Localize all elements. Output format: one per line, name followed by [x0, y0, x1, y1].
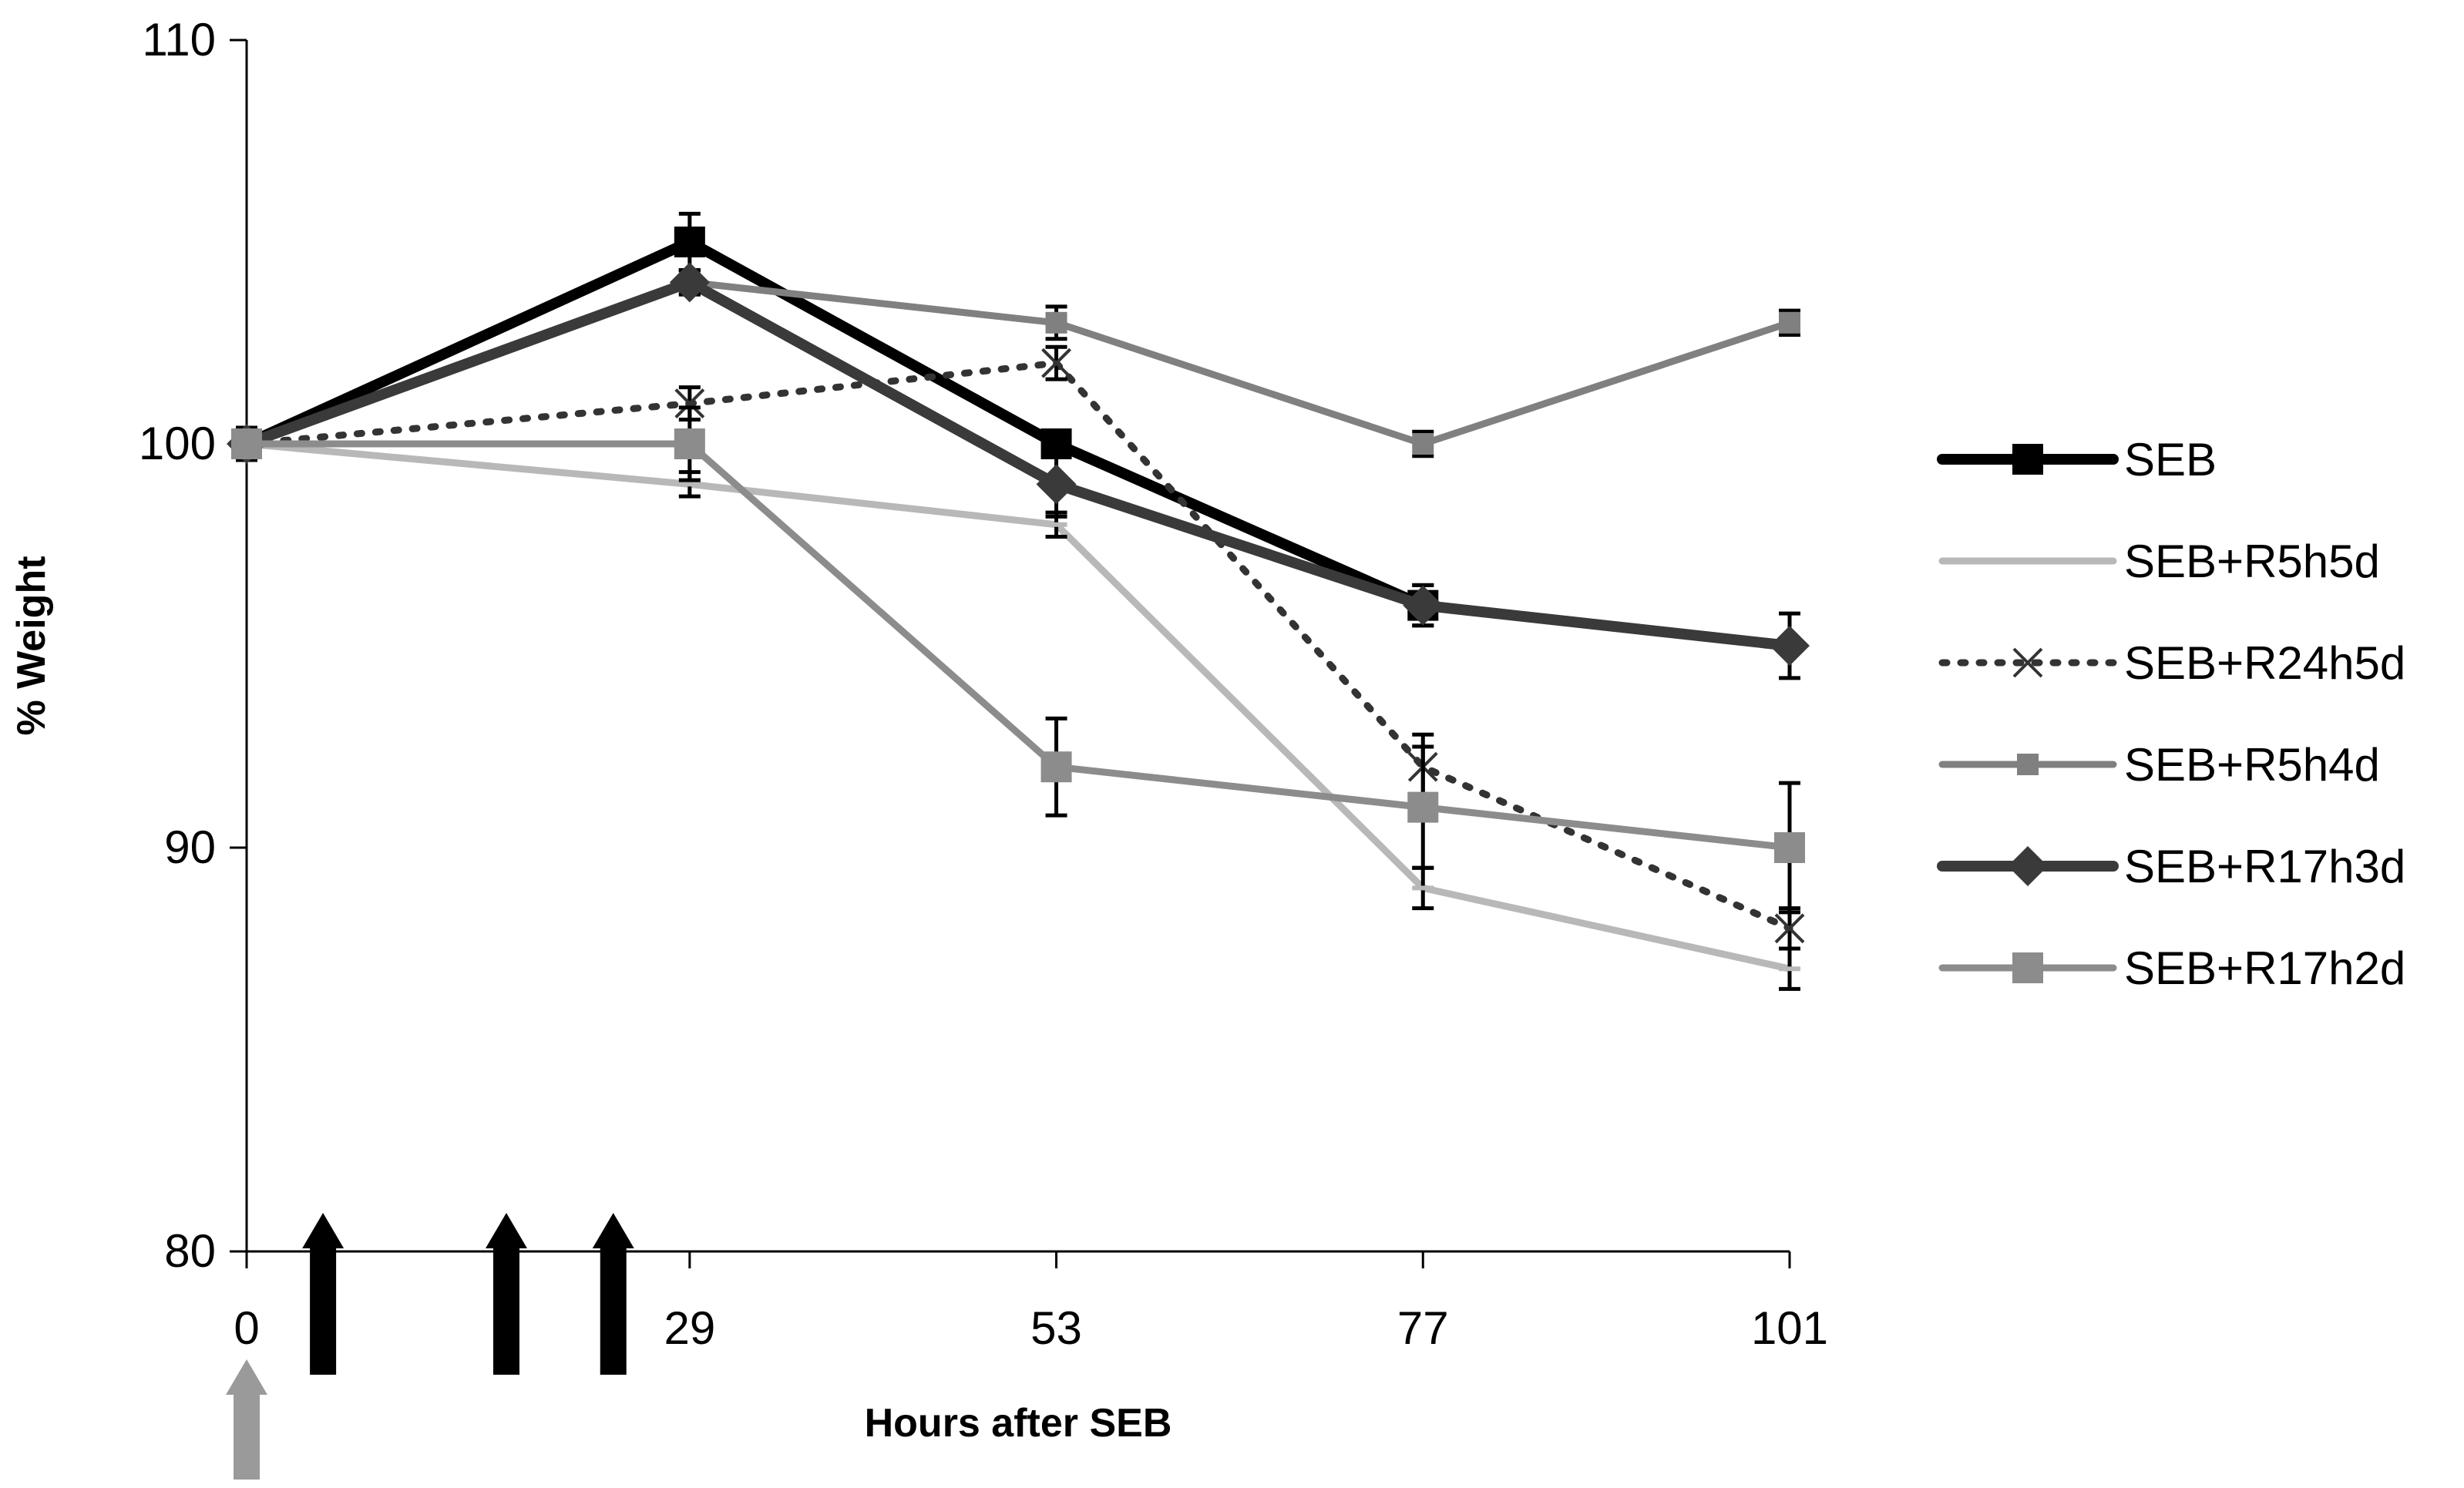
y-ticks: 80 90 100 110	[139, 14, 247, 1277]
y-tick-label: 80	[164, 1225, 216, 1277]
series-layer	[227, 211, 1810, 991]
marker-square	[674, 428, 705, 459]
legend-item: SEB+R5h4d	[1938, 739, 2380, 791]
y-axis-title: % Weight	[9, 556, 54, 735]
annotation-arrows	[226, 1213, 634, 1480]
series-line	[243, 440, 1793, 972]
marker-square	[2012, 952, 2043, 983]
annotation-arrow	[592, 1213, 634, 1375]
legend-label: SEB+R17h3d	[2124, 841, 2405, 892]
marker-x	[2012, 647, 2043, 678]
legend-label: SEB	[2124, 434, 2217, 485]
marker-diamond	[1036, 464, 1077, 505]
y-tick-label: 90	[164, 821, 216, 873]
marker-square	[1040, 751, 1072, 783]
series-seb-r17h3d	[227, 262, 1810, 680]
marker-x	[674, 388, 705, 419]
legend-item: SEB+R17h3d	[1937, 841, 2405, 892]
annotation-arrow	[485, 1213, 527, 1375]
x-ticks: 0 29 53 77 101	[234, 1251, 1828, 1354]
x-tick-label: 53	[1030, 1302, 1082, 1354]
series-seb	[231, 211, 1439, 628]
marker-diamond	[669, 262, 710, 303]
series-line	[243, 440, 1793, 851]
series-line	[243, 359, 1793, 932]
marker-square	[1407, 791, 1439, 823]
x-tick-label: 101	[1751, 1302, 1828, 1354]
legend-label: SEB+R17h2d	[2124, 942, 2405, 994]
y-tick-label: 110	[142, 14, 216, 65]
marker-square	[674, 227, 705, 257]
series-seb-r24h5d	[231, 344, 1805, 951]
legend: SEB SEB+R5h5d SEB+R24h5d SEB+R5h4d SEB+R17h3…	[1937, 434, 2405, 994]
marker-square	[2012, 444, 2043, 475]
marker-x	[1041, 348, 1071, 378]
x-tick-label: 77	[1397, 1302, 1449, 1354]
marker-square-small	[2017, 754, 2039, 775]
legend-item: SEB+R5h5d	[1938, 536, 2380, 587]
marker-square	[1774, 832, 1805, 863]
marker-square-small	[1779, 311, 1800, 334]
legend-item: SEB+R17h2d	[1938, 942, 2405, 994]
series-seb-r17h2d	[231, 405, 1805, 915]
legend-label: SEB+R5h4d	[2124, 739, 2380, 791]
legend-label: SEB+R5h5d	[2124, 536, 2380, 587]
x-tick-label: 29	[664, 1302, 715, 1354]
legend-label: SEB+R24h5d	[2124, 637, 2405, 689]
axes	[245, 40, 1790, 1253]
x-tick-label: 0	[234, 1302, 259, 1354]
legend-item: SEB	[1937, 434, 2217, 485]
y-tick-label: 100	[139, 418, 216, 469]
marker-diamond	[2008, 846, 2048, 886]
annotation-arrow	[302, 1213, 345, 1375]
marker-diamond	[1403, 585, 1444, 626]
marker-x	[1774, 913, 1805, 944]
series-seb-r5h5d	[236, 429, 1800, 991]
legend-item: SEB+R24h5d	[1938, 637, 2405, 689]
marker-square-small	[1412, 433, 1434, 455]
series-line	[241, 237, 1429, 611]
annotation-arrow	[226, 1359, 267, 1480]
x-axis-title: Hours after SEB	[865, 1401, 1172, 1446]
marker-square	[231, 428, 262, 459]
marker-square-small	[1045, 311, 1067, 334]
marker-diamond	[1770, 626, 1810, 666]
